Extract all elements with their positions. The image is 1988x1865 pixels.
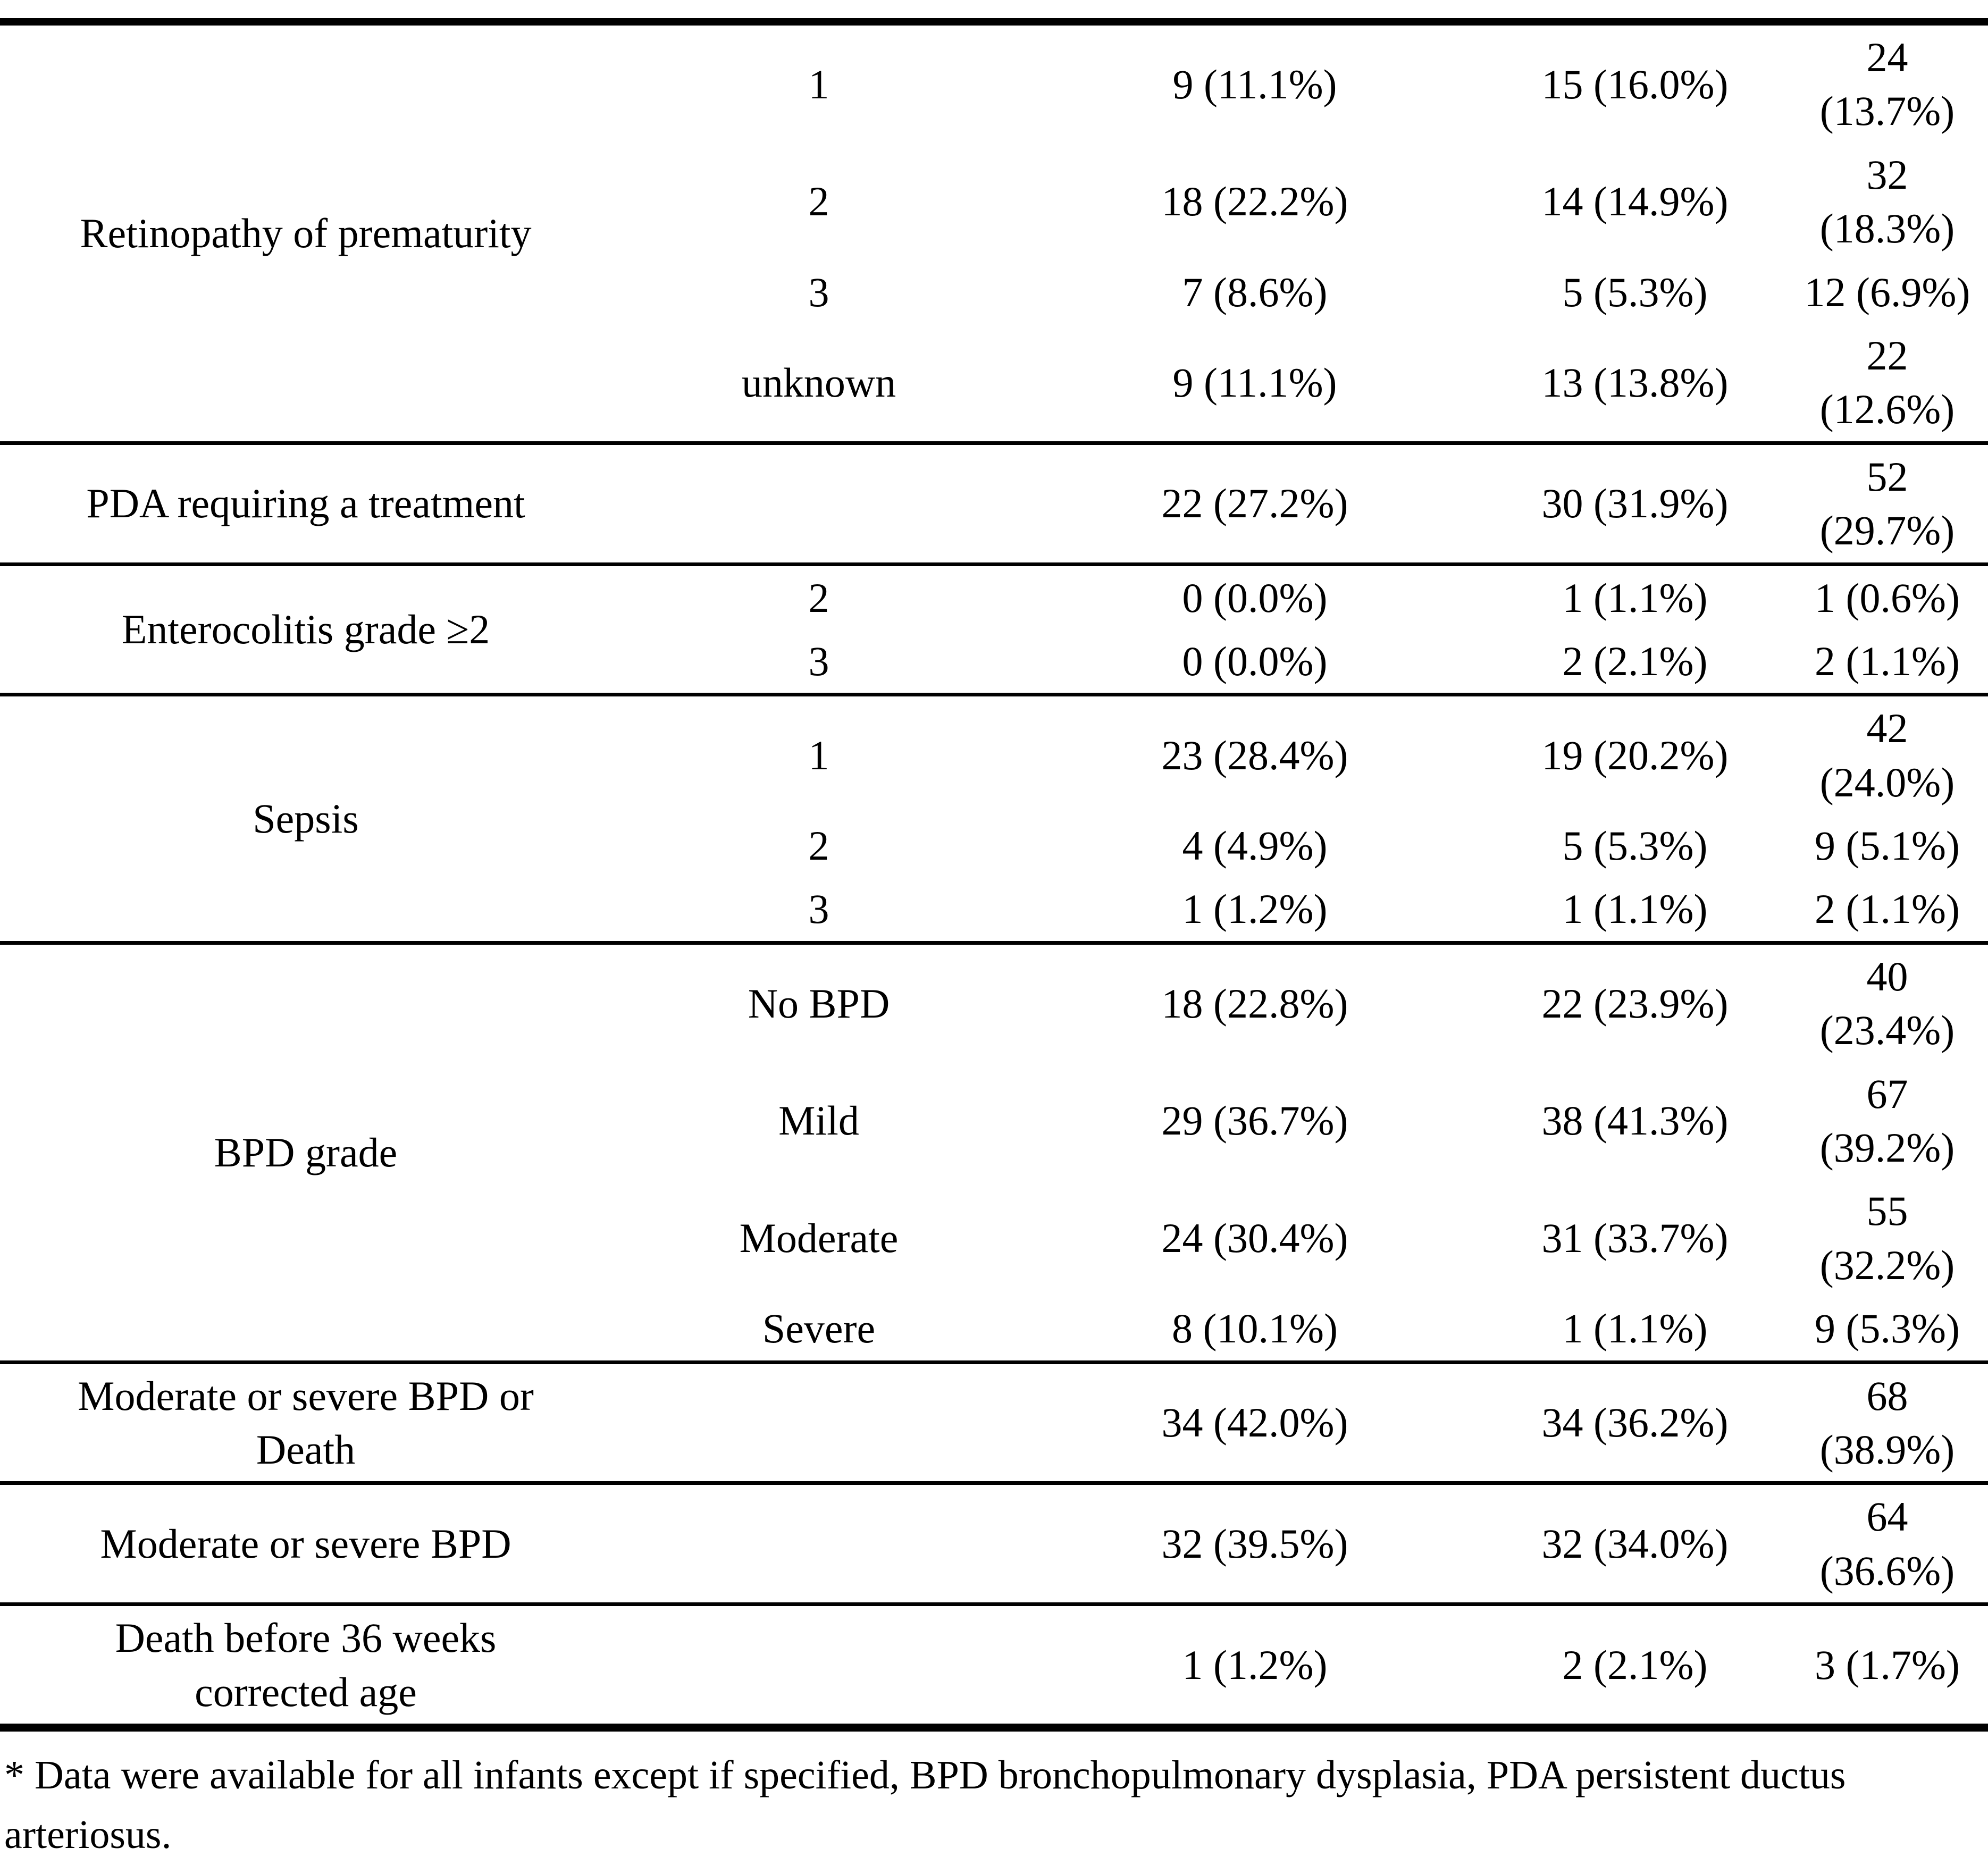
group1-value-cell: 24 (30.4%): [1161, 1215, 1348, 1262]
grade-cell: [611, 441, 1026, 565]
total-value-cell: 3 (1.7%): [1786, 1602, 1988, 1728]
table-row: PDA requiring a treatment 22 (27.2%) 30 …: [0, 441, 1988, 565]
table-row: Moderate or severe BPD or Death 34 (42.0…: [0, 1360, 1988, 1483]
table-row: Moderate or severe BPD 32 (39.5%) 32 (34…: [0, 1481, 1988, 1604]
total-value-cell: 67 (39.2%): [1819, 1070, 1955, 1171]
grade-cell: 2: [611, 562, 1026, 629]
group2-value-cell: 15 (16.0%): [1541, 61, 1729, 107]
group2-value-cell: 34 (36.2%): [1483, 1360, 1786, 1483]
group1-value-cell: 34 (42.0%): [1026, 1360, 1483, 1483]
total-value-cell: 40 (23.4%): [1786, 940, 1988, 1062]
grade-cell: [611, 1602, 1026, 1728]
group1-value-cell: 0 (0.0%): [1182, 637, 1328, 684]
group2-value-cell: 14 (14.9%): [1541, 178, 1729, 225]
group2-value-cell: 31 (33.7%): [1541, 1215, 1729, 1262]
table-row: Death before 36 weeks corrected age 1 (1…: [0, 1602, 1988, 1728]
table-row: Enterocolitis grade ≥2 2 0 (0.0%) 1 (1.1…: [0, 562, 1988, 695]
total-value-cell: 9 (5.3%): [1815, 1305, 1960, 1352]
group2-value-cell: 2 (2.1%): [1562, 637, 1708, 684]
group1-value-cell: 18 (22.2%): [1161, 178, 1348, 225]
grade-cell: 2: [808, 822, 829, 869]
row-label: PDA requiring a treatment: [0, 441, 611, 565]
group1-value-cell: 0 (0.0%): [1026, 562, 1483, 629]
group1-value-cell: 23 (28.4%): [1026, 693, 1483, 814]
total-value-cell: 22 (12.6%): [1819, 332, 1955, 433]
group1-value-cell: 22 (27.2%): [1026, 441, 1483, 565]
group1-value-cell: 4 (4.9%): [1182, 822, 1328, 869]
total-value-cell: 32 (18.3%): [1819, 151, 1955, 252]
group2-value-cell: 30 (31.9%): [1483, 441, 1786, 565]
group1-value-cell: 9 (11.1%): [1172, 359, 1337, 406]
group2-value-cell: 19 (20.2%): [1483, 693, 1786, 814]
total-value-cell: 9 (5.1%): [1815, 822, 1960, 869]
group1-value-cell: 9 (11.1%): [1172, 61, 1337, 107]
total-value-cell: 2 (1.1%): [1815, 886, 1960, 932]
group2-value-cell: 1 (1.1%): [1562, 886, 1708, 932]
row-label: BPD grade: [0, 940, 611, 1363]
group2-value-cell: 1 (1.1%): [1562, 1305, 1708, 1352]
table-row: 3 0 (0.0%) 2 (2.1%) 2 (1.1%): [0, 629, 1988, 695]
paper-table-page: Retinopathy of prematurity 1 9 (11.1%) 1…: [0, 18, 1988, 1865]
table-row: 2 18 (22.2%) 14 (14.9%) 32 (18.3%): [0, 143, 1988, 261]
row-label: Moderate or severe BPD: [0, 1481, 611, 1604]
group2-value-cell: 38 (41.3%): [1541, 1097, 1729, 1144]
group1-value-cell: 1 (1.2%): [1026, 1602, 1483, 1728]
table-row: 3 1 (1.2%) 1 (1.1%) 2 (1.1%): [0, 877, 1988, 943]
table-footnote: * Data were available for all infants ex…: [4, 1752, 1846, 1858]
group2-value-cell: 5 (5.3%): [1562, 268, 1708, 315]
group1-value-cell: 8 (10.1%): [1172, 1305, 1338, 1352]
grade-cell: No BPD: [611, 940, 1026, 1062]
group2-value-cell: 5 (5.3%): [1562, 822, 1708, 869]
row-label: Enterocolitis grade ≥2: [0, 562, 611, 695]
group2-value-cell: 2 (2.1%): [1483, 1602, 1786, 1728]
group1-value-cell: 32 (39.5%): [1026, 1481, 1483, 1604]
table-row: Retinopathy of prematurity 1 9 (11.1%) 1…: [0, 22, 1988, 256]
grade-cell: 3: [808, 637, 829, 684]
outcomes-table: Retinopathy of prematurity 1 9 (11.1%) 1…: [0, 18, 1988, 1732]
grade-cell: 3: [808, 268, 829, 315]
grade-cell: 3: [808, 886, 829, 932]
group2-value-cell: 32 (34.0%): [1483, 1481, 1786, 1604]
group1-value-cell: 1 (1.2%): [1182, 886, 1328, 932]
total-value-cell: 52 (29.7%): [1786, 441, 1988, 565]
row-label: Retinopathy of prematurity: [80, 210, 532, 257]
total-value-cell: 55 (32.2%): [1819, 1188, 1955, 1288]
row-label: Death before 36 weeks corrected age: [0, 1602, 611, 1728]
total-value-cell: 42 (24.0%): [1786, 693, 1988, 814]
table-row: 3 7 (8.6%) 5 (5.3%) 12 (6.9%): [0, 261, 1988, 324]
total-value-cell: 12 (6.9%): [1804, 268, 1970, 315]
grade-cell: [611, 1481, 1026, 1604]
total-value-cell: 64 (36.6%): [1786, 1481, 1988, 1604]
group1-value-cell: 18 (22.8%): [1026, 940, 1483, 1062]
grade-cell: [611, 1360, 1026, 1483]
grade-cell: Mild: [778, 1097, 859, 1144]
grade-cell: Moderate: [739, 1215, 899, 1262]
total-value-cell: 1 (0.6%): [1786, 562, 1988, 629]
total-value-cell: 2 (1.1%): [1815, 637, 1960, 684]
grade-cell: 2: [808, 178, 829, 225]
grade-cell: 1: [611, 693, 1026, 814]
grade-cell: Severe: [762, 1305, 876, 1352]
group2-value-cell: 13 (13.8%): [1541, 359, 1729, 406]
group2-value-cell: 22 (23.9%): [1483, 940, 1786, 1062]
table-row: Severe 8 (10.1%) 1 (1.1%) 9 (5.3%): [0, 1297, 1988, 1362]
total-value-cell: 68 (38.9%): [1786, 1360, 1988, 1483]
table-row: Mild 29 (36.7%) 38 (41.3%) 67 (39.2%): [0, 1062, 1988, 1180]
grade-cell: 1: [808, 61, 829, 107]
table-row: unknown 9 (11.1%) 13 (13.8%) 22 (12.6%): [0, 324, 1988, 443]
table-row: Sepsis 1 23 (28.4%) 19 (20.2%) 42 (24.0%…: [0, 693, 1988, 943]
table-row: Moderate 24 (30.4%) 31 (33.7%) 55 (32.2%…: [0, 1179, 1988, 1297]
group1-value-cell: 29 (36.7%): [1161, 1097, 1348, 1144]
table-row: 2 4 (4.9%) 5 (5.3%) 9 (5.1%): [0, 814, 1988, 877]
total-value-cell: 24 (13.7%): [1819, 34, 1955, 135]
row-label: Moderate or severe BPD or Death: [0, 1360, 611, 1483]
group1-value-cell: 7 (8.6%): [1182, 268, 1328, 315]
group2-value-cell: 1 (1.1%): [1483, 562, 1786, 629]
table-row: BPD grade No BPD 18 (22.8%) 22 (23.9%) 4…: [0, 940, 1988, 1363]
grade-cell: unknown: [741, 359, 896, 406]
row-label: Sepsis: [0, 693, 611, 943]
